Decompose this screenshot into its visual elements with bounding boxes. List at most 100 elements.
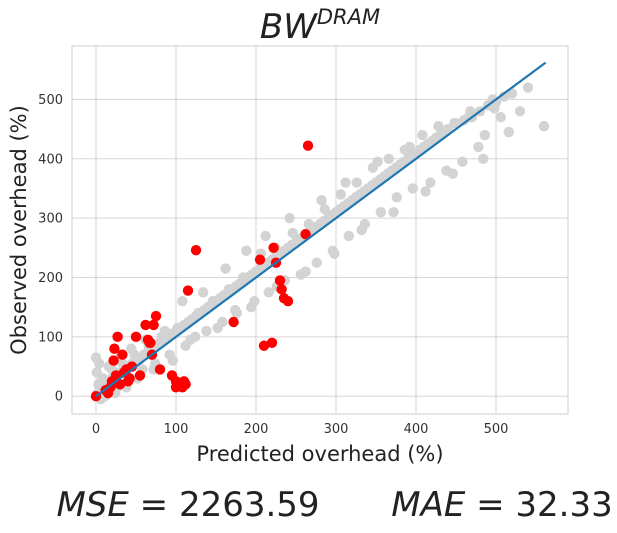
- background-point: [407, 183, 418, 194]
- background-point: [220, 263, 231, 274]
- background-point: [447, 168, 458, 179]
- background-point: [343, 230, 354, 242]
- background-point: [212, 322, 223, 334]
- chart-title-superscript: DRAM: [317, 5, 380, 29]
- x-tick-label: 300: [324, 422, 349, 437]
- y-tick-label: 300: [38, 212, 63, 227]
- y-axis-label: Observed overhead (%): [7, 105, 31, 355]
- background-point: [457, 156, 468, 167]
- outlier-point: [108, 355, 119, 366]
- background-point: [201, 325, 212, 337]
- background-point: [198, 287, 209, 298]
- background-point: [238, 272, 249, 283]
- y-tick-label: 200: [38, 271, 63, 286]
- outlier-point: [114, 379, 126, 390]
- background-point: [420, 186, 431, 197]
- outlier-point: [110, 370, 122, 381]
- background-point: [506, 88, 518, 99]
- background-point: [223, 284, 234, 295]
- background-point: [372, 156, 383, 167]
- outlier-point: [145, 337, 156, 348]
- background-point: [177, 296, 188, 307]
- background-point: [96, 376, 107, 387]
- background-point: [391, 192, 402, 203]
- x-axis-label: Predicted overhead (%): [196, 442, 443, 466]
- y-tick-label: 100: [38, 330, 63, 345]
- chart-title-base: BW: [260, 7, 318, 47]
- mae-symbol: MAE: [391, 485, 466, 525]
- background-point: [159, 325, 170, 337]
- outlier-point: [182, 285, 194, 296]
- background-point: [319, 204, 330, 215]
- background-point: [329, 248, 340, 259]
- background-point: [316, 195, 327, 206]
- outlier-point: [276, 284, 287, 295]
- outlier-point: [228, 316, 239, 328]
- background-point: [260, 230, 271, 242]
- outlier-point: [274, 275, 286, 286]
- outlier-point: [124, 373, 135, 384]
- outlier-point: [117, 349, 128, 360]
- background-point: [193, 307, 204, 319]
- chart-title: BWDRAM: [260, 5, 380, 47]
- background-point: [404, 141, 415, 153]
- outlier-point: [112, 331, 123, 343]
- background-point: [311, 257, 322, 268]
- background-point: [303, 218, 314, 230]
- outlier-point: [268, 242, 279, 254]
- background-point: [489, 103, 500, 114]
- outlier-point: [302, 140, 314, 151]
- background-point: [487, 94, 498, 105]
- background-point: [375, 206, 386, 218]
- outlier-point: [282, 296, 294, 307]
- tick-labels: 0 100 200 300 400 500 0 100 200 300 400 500: [38, 93, 508, 437]
- outlier-point: [254, 254, 266, 265]
- mae-metric: MAE = 32.33: [391, 485, 613, 525]
- background-point: [241, 245, 252, 256]
- background-point: [417, 129, 428, 141]
- background-point: [425, 177, 436, 188]
- background-point: [463, 112, 474, 123]
- background-point: [287, 227, 298, 239]
- x-tick-label: 0: [92, 422, 100, 437]
- background-point: [167, 355, 178, 366]
- background-point: [479, 129, 490, 141]
- background-point: [495, 112, 506, 123]
- x-tick-label: 400: [404, 422, 429, 437]
- background-point: [503, 126, 514, 138]
- background-point: [433, 120, 444, 132]
- background-point: [449, 117, 460, 129]
- outlier-point: [109, 343, 120, 354]
- x-tick-label: 500: [484, 422, 509, 437]
- background-point: [207, 296, 218, 307]
- background-point: [522, 82, 534, 93]
- background-point: [94, 358, 105, 369]
- x-tick-label: 100: [164, 422, 189, 437]
- outlier-point: [130, 331, 142, 343]
- background-point: [335, 189, 346, 200]
- mae-value: 32.33: [515, 485, 612, 525]
- background-point: [190, 331, 201, 343]
- outlier-point: [180, 379, 191, 390]
- mse-value: 2263.59: [179, 485, 320, 525]
- background-point: [249, 296, 260, 307]
- outlier-point: [190, 244, 202, 256]
- background-point: [498, 91, 510, 102]
- background-point: [478, 153, 489, 164]
- outlier-point: [266, 337, 278, 348]
- outlier-point: [150, 310, 162, 322]
- y-tick-label: 400: [38, 152, 63, 167]
- background-point: [91, 367, 103, 378]
- background-point: [340, 177, 351, 188]
- background-point: [538, 120, 550, 132]
- background-point: [126, 343, 137, 354]
- background-point: [388, 206, 399, 218]
- outlier-point: [154, 364, 166, 375]
- outlier-point: [148, 319, 159, 331]
- background-point: [383, 153, 394, 164]
- outlier-point: [300, 228, 311, 240]
- y-tick-label: 0: [55, 390, 63, 405]
- background-point: [172, 322, 183, 334]
- mse-symbol: MSE: [56, 485, 129, 525]
